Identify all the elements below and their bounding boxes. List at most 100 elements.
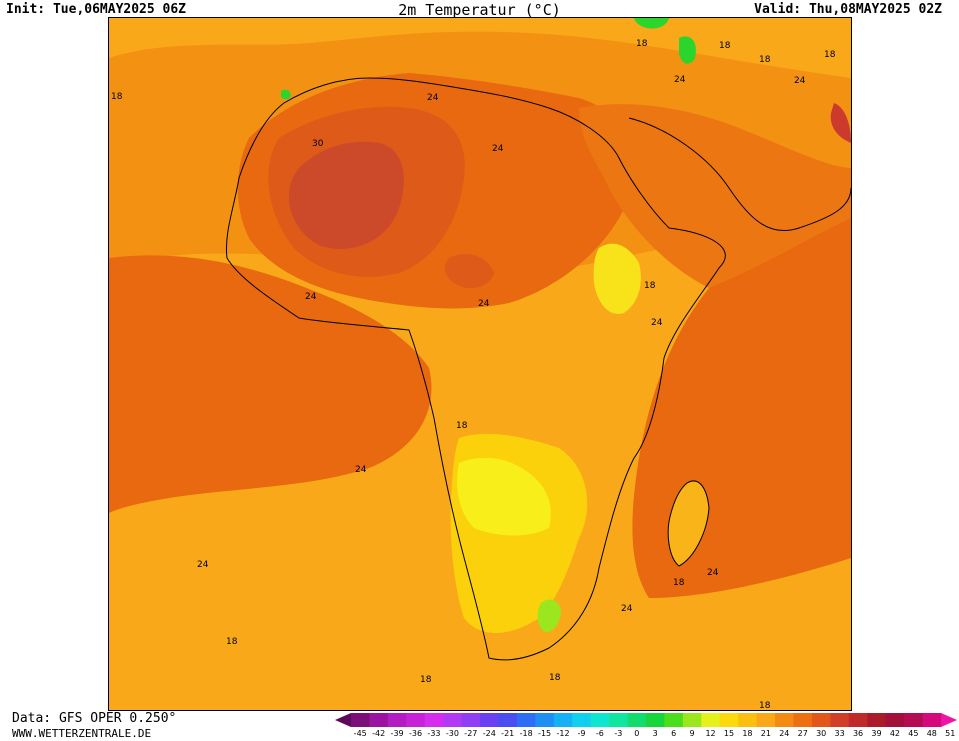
isotherm-label: 24	[794, 76, 806, 86]
colorbar-tick-label: 45	[908, 729, 919, 738]
colorbar-tick-label: -39	[390, 729, 404, 738]
colorbar-segment	[498, 713, 518, 727]
colorbar-tick-label: 42	[889, 729, 900, 738]
colorbar-tick-label: 21	[760, 729, 771, 738]
data-source: Data: GFS OPER 0.250°	[12, 711, 177, 726]
isotherm-label: 18	[719, 41, 731, 51]
colorbar-segment	[775, 713, 794, 727]
isotherm-label: 18	[226, 637, 238, 647]
colorbar-tick-label: 30	[816, 729, 827, 738]
isotherm-label: 18	[759, 701, 771, 710]
colorbar-segment	[885, 713, 905, 727]
colorbar-segment	[811, 713, 831, 727]
colorbar-tick-label: 12	[705, 729, 716, 738]
map-title: 2m Temperatur (°C)	[398, 1, 561, 19]
colorbar-tick-label: -33	[427, 729, 441, 738]
colorbar-tick-label: -24	[482, 729, 496, 738]
field-24-arabia	[579, 104, 851, 288]
colorbar-segment	[867, 713, 887, 727]
colorbar-min-arrow	[335, 713, 351, 727]
colorbar-segment	[830, 713, 850, 727]
colorbar-tick-label: -12	[556, 729, 570, 738]
colorbar-tick-label: 0	[634, 729, 640, 738]
colorbar-tick-label: 3	[652, 729, 658, 738]
colorbar-tick-label: 48	[926, 729, 937, 738]
colorbar-tick-label: -27	[464, 729, 478, 738]
colorbar-segment	[535, 713, 555, 727]
isotherm-label: 18	[759, 55, 771, 65]
colorbar-tick-label: 51	[945, 729, 956, 738]
isotherm-label: 24	[621, 604, 633, 614]
colorbar-segment	[922, 713, 942, 727]
init-time: Init: Tue,06MAY2025 06Z	[6, 2, 187, 17]
isotherm-labels: 18 30 24 24 24 24 18 24 24 18 18 24 18 2…	[111, 39, 836, 710]
isotherm-label: 18	[456, 421, 468, 431]
colorbar-segment	[701, 713, 721, 727]
madagascar	[667, 480, 710, 567]
colorbar-segment	[719, 713, 739, 727]
colorbar-tick-label: -36	[408, 729, 423, 738]
colorbar-segment	[682, 713, 702, 727]
colorbar-segment	[424, 713, 444, 727]
isotherm-label: 24	[355, 465, 367, 475]
colorbar-segment	[848, 713, 868, 727]
color-scale-labels: -45 -42 -39 -36 -33 -30 -27 -24 -21 -18 -15 -12 -9 -6…	[340, 729, 956, 741]
colorbar-tick-label: -3	[614, 729, 623, 738]
website-credit[interactable]: WWW.WETTERZENTRALE.DE	[12, 727, 152, 740]
isotherm-label: 24	[305, 292, 317, 302]
valid-time: Valid: Thu,08MAY2025 02Z	[754, 2, 942, 17]
colorbar-tick-label: 27	[797, 729, 808, 738]
isotherm-label: 24	[197, 560, 209, 570]
colorbar-tick-label: 18	[742, 729, 753, 738]
colorbar-tick-label: -30	[445, 729, 459, 738]
colorbar-segment	[443, 713, 463, 727]
field-24-atlantic	[109, 255, 432, 514]
field-6-turkey	[634, 18, 669, 29]
colorbar-segment	[516, 713, 536, 727]
field-18-south	[109, 572, 851, 710]
isotherm-label: 18	[673, 578, 685, 588]
isotherm-label: 18	[636, 39, 648, 49]
colorbar-segment	[461, 713, 481, 727]
colorbar-segment	[351, 713, 370, 727]
colorbar-segment	[756, 713, 776, 727]
isotherm-label: 18	[549, 673, 561, 683]
field-30-oman	[830, 103, 851, 143]
isotherm-label: 24	[707, 568, 719, 578]
colorbar-segment	[406, 713, 426, 727]
temperature-map: 18 30 24 24 24 24 18 24 24 18 18 24 18 2…	[108, 17, 852, 711]
field-6-atlas	[281, 89, 291, 100]
colorbar-max-arrow	[941, 713, 957, 727]
colorbar-segment	[793, 713, 813, 727]
colorbar-tick-label: -42	[372, 729, 386, 738]
colorbar-segment	[904, 713, 924, 727]
colorbar-tick-label: -21	[501, 729, 515, 738]
colorbar-tick-label: 36	[852, 729, 864, 738]
coastline-africa	[225, 77, 726, 661]
colorbar-tick-label: -15	[538, 729, 552, 738]
coastline-arabia	[628, 117, 851, 232]
colorbar-segment	[369, 713, 389, 727]
colorbar-segment	[387, 713, 407, 727]
colorbar-tick-label: -18	[519, 729, 533, 738]
map-canvas: 18 30 24 24 24 24 18 24 24 18 18 24 18 2…	[109, 18, 851, 710]
colorbar-segment	[738, 713, 758, 727]
isotherm-label: 30	[312, 139, 324, 149]
colorbar-tick-label: 39	[871, 729, 882, 738]
isotherm-label: 24	[651, 318, 663, 328]
colorbar-segment	[646, 713, 665, 727]
colorbar-tick-label: 9	[689, 729, 695, 738]
colorbar-segment	[590, 713, 610, 727]
colorbar-segment	[480, 713, 499, 727]
isotherm-label: 24	[478, 299, 490, 309]
colorbar-segment	[609, 713, 629, 727]
color-scale-bar	[335, 713, 957, 727]
field-27-central	[444, 253, 494, 289]
isotherm-label: 24	[427, 93, 439, 103]
colorbar-segment	[572, 713, 592, 727]
field-12-botswana	[457, 457, 551, 536]
colorbar-segment	[627, 713, 647, 727]
field-12-ethiopia	[593, 243, 641, 314]
field-6-caucasus	[679, 36, 696, 64]
colorbar-segment	[553, 713, 573, 727]
